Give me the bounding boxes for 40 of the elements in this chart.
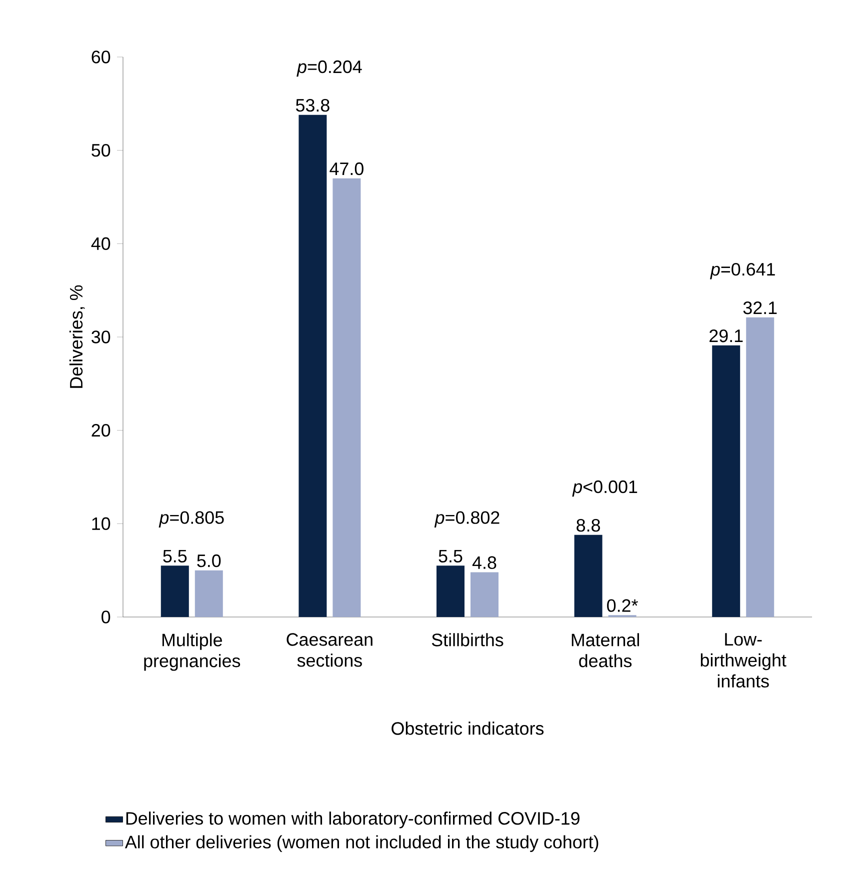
bar bbox=[298, 114, 327, 617]
data-label: 47.0 bbox=[330, 162, 364, 176]
y-tick-label: 50 bbox=[92, 144, 110, 157]
annotation: p<0.001 bbox=[572, 480, 638, 497]
annotation: p=0.641 bbox=[710, 262, 775, 280]
x-axis-title: Obstetric indicators bbox=[392, 722, 544, 735]
bar bbox=[712, 345, 740, 617]
data-label: 5.5 bbox=[163, 550, 187, 562]
annotation: p=0.204 bbox=[296, 60, 362, 77]
annotation: p=0.802 bbox=[434, 511, 500, 528]
data-label: 0.2* bbox=[607, 599, 638, 612]
bar bbox=[160, 566, 189, 617]
data-label: 32.1 bbox=[743, 301, 777, 314]
y-tick-label: 60 bbox=[92, 50, 110, 64]
x-tick-label: Stillbirths bbox=[432, 633, 504, 646]
data-label: 53.8 bbox=[296, 98, 330, 112]
y-tick-label: 40 bbox=[91, 237, 110, 250]
bar bbox=[194, 570, 223, 617]
bar bbox=[574, 534, 602, 617]
bar bbox=[746, 317, 774, 617]
y-axis-title: Deliveries, % bbox=[69, 285, 85, 388]
y-tick-label: 0 bbox=[102, 610, 110, 624]
bar bbox=[470, 572, 499, 617]
legend-label: All other deliveries (women not included in the study cohort) bbox=[124, 835, 598, 852]
legend-label: Deliveries to women with laboratory-confirmed COVID-19 bbox=[126, 812, 580, 828]
y-tick-label: 20 bbox=[92, 424, 110, 437]
bar bbox=[332, 178, 361, 617]
y-tick-label: 30 bbox=[92, 330, 110, 344]
data-label: 8.8 bbox=[576, 518, 600, 532]
data-label: 29.1 bbox=[710, 329, 743, 342]
data-label: 4.8 bbox=[472, 556, 496, 569]
x-tick-label: Maternal deaths bbox=[572, 633, 639, 668]
annotation: p=0.805 bbox=[158, 511, 224, 528]
x-tick-label: Multiple pregnancies bbox=[144, 633, 240, 671]
y-tick-label: 10 bbox=[92, 517, 110, 530]
data-label: 5.5 bbox=[438, 550, 462, 562]
x-tick-label: Low-birthweight infants bbox=[700, 633, 786, 688]
data-label: 5.0 bbox=[197, 554, 221, 568]
bar bbox=[436, 566, 465, 617]
x-tick-label: Caesarean sections bbox=[286, 633, 372, 667]
